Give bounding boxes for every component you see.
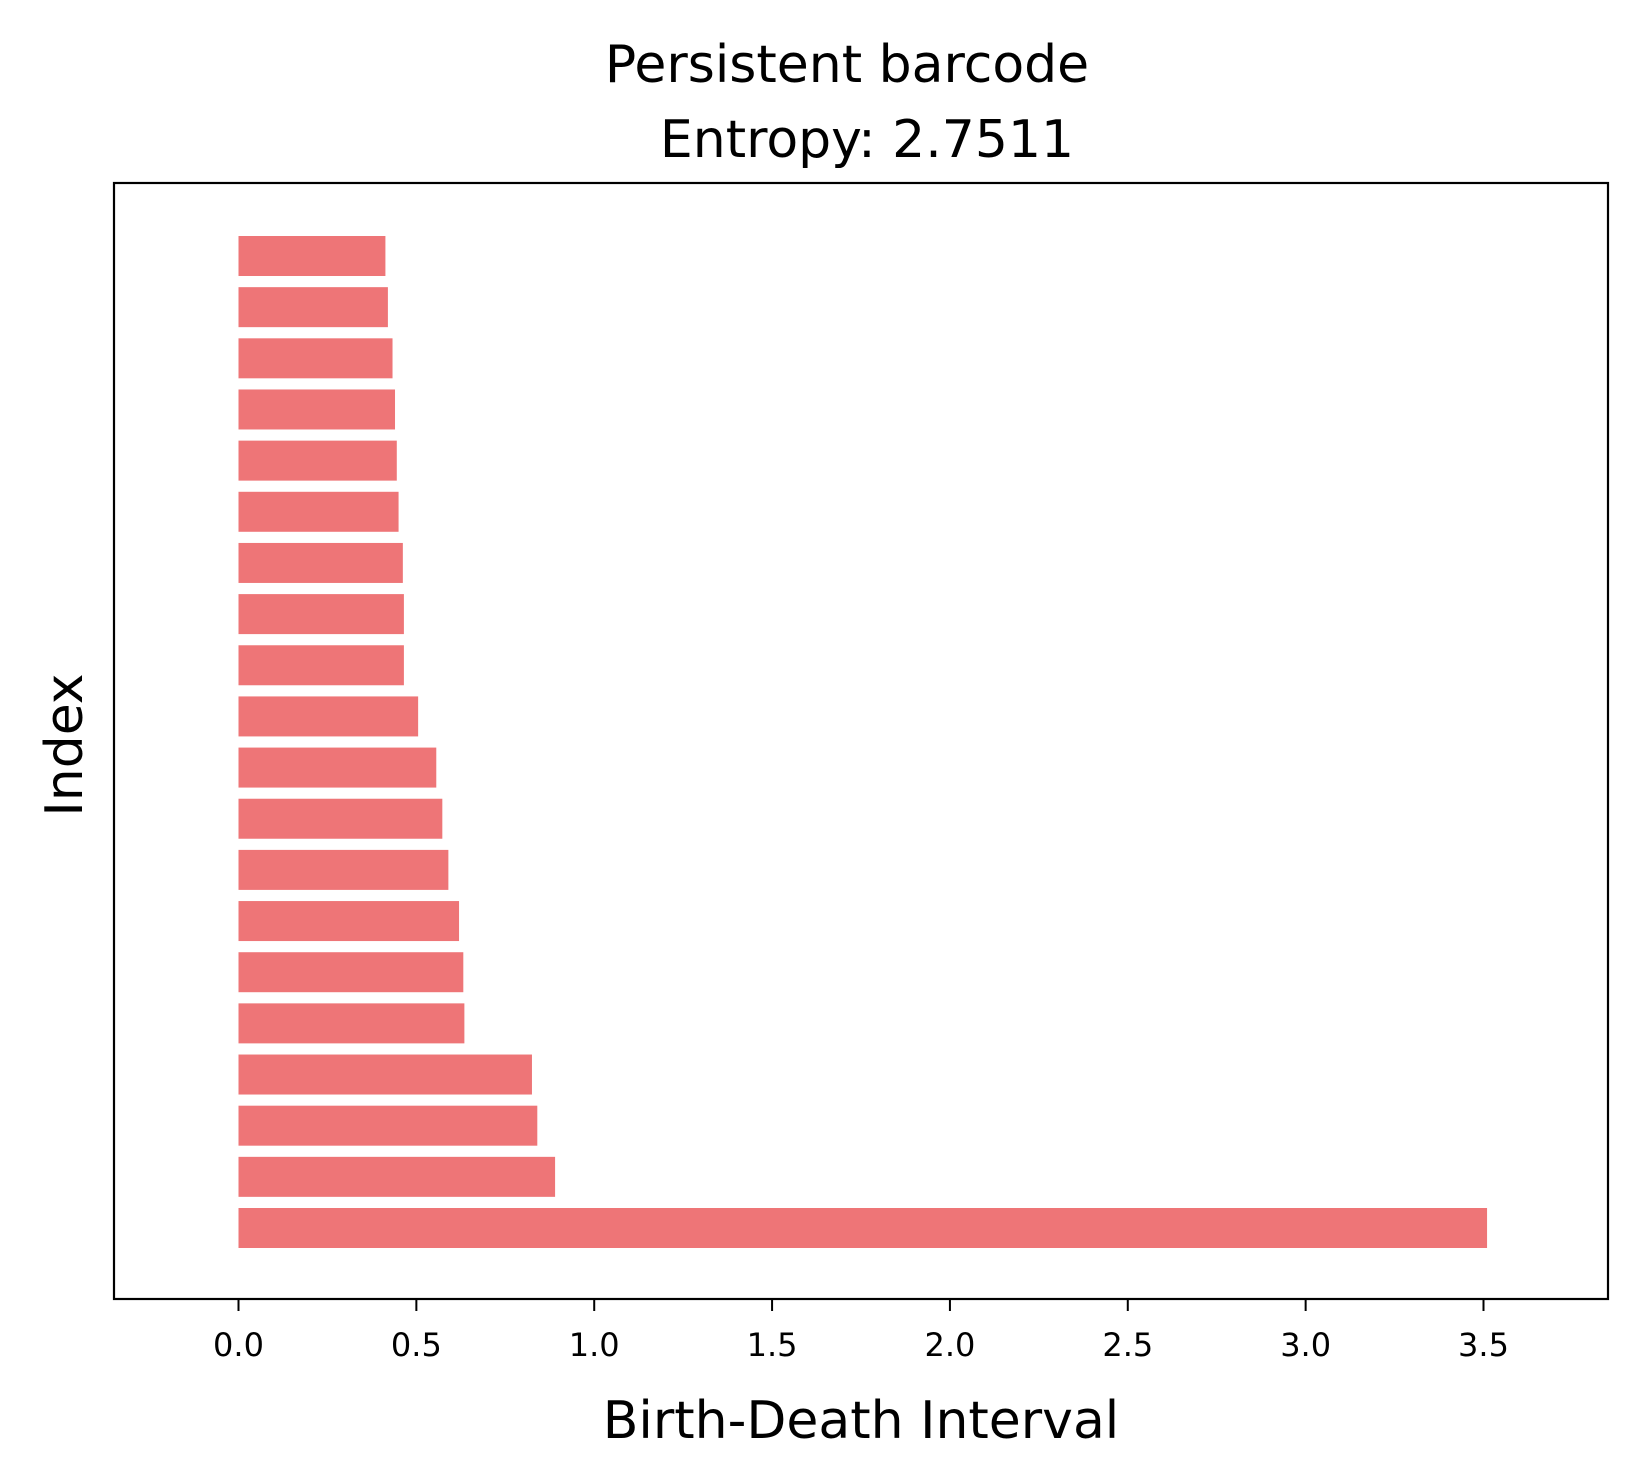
bar [238, 1003, 465, 1044]
bar [238, 696, 419, 737]
x-tick-label: 1.5 [747, 1326, 798, 1364]
chart-subtitle: Entropy: 2.7511 [660, 110, 1074, 170]
bar [238, 1208, 1488, 1248]
bar [238, 1105, 538, 1146]
x-axis-label: Birth-Death Interval [603, 1391, 1120, 1451]
bars-group [238, 236, 1488, 1248]
x-tick-label: 2.0 [924, 1326, 975, 1364]
bar [238, 952, 464, 993]
plot-frame [112, 181, 1610, 1301]
bar [238, 594, 404, 635]
x-tick-label: 2.5 [1102, 1326, 1153, 1364]
x-ticks: 0.0 0.5 1.0 1.5 2.0 2.5 3.0 3.5 [213, 1299, 1509, 1364]
y-axis-label: Index [35, 673, 95, 816]
x-tick-label: 0.0 [213, 1326, 264, 1364]
bar [238, 338, 393, 379]
bar [238, 849, 449, 890]
bar [238, 491, 399, 532]
chart-title: Persistent barcode [605, 35, 1089, 95]
bar [238, 747, 437, 788]
x-tick-label: 1.0 [569, 1326, 620, 1364]
bar [238, 1156, 556, 1197]
bar [238, 440, 397, 481]
x-tick-label: 3.0 [1280, 1326, 1331, 1364]
bar [238, 542, 403, 583]
bar [238, 236, 386, 276]
x-tick-label: 0.5 [391, 1326, 442, 1364]
bar [238, 645, 404, 686]
bar [238, 798, 443, 839]
bar [238, 901, 460, 942]
x-tick-label: 3.5 [1458, 1326, 1509, 1364]
bar [238, 389, 396, 430]
bar [238, 287, 388, 328]
bar [238, 1054, 532, 1095]
